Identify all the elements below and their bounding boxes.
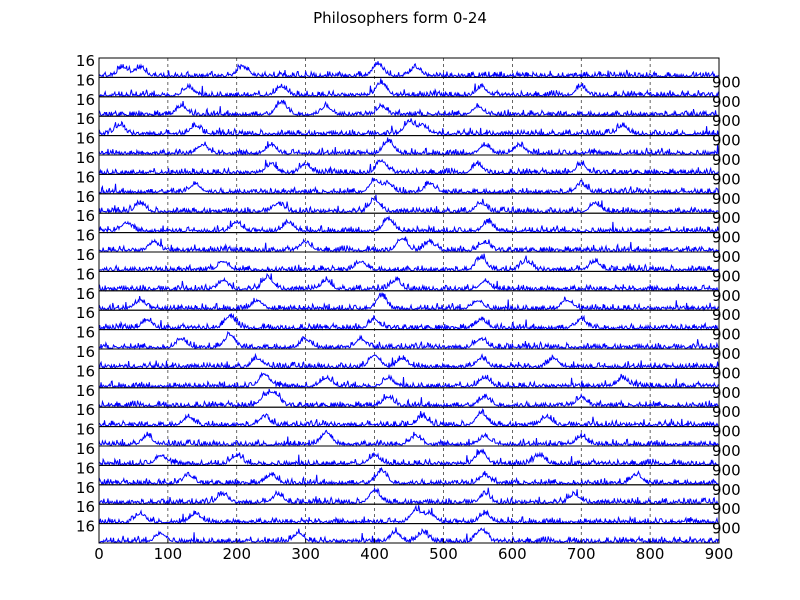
x-axis-ticks: 0 100 200 300 400 500 600 700 800 900 [94, 539, 733, 563]
series-line [98, 177, 719, 196]
right-tick-label: 900 [712, 520, 741, 538]
series-line [98, 371, 719, 390]
series-line [98, 194, 719, 215]
right-tick-label: 900 [712, 132, 741, 150]
right-tick-label: 900 [712, 73, 741, 91]
right-tick-labels: 9009009009009009009009009009009009009009… [712, 73, 741, 537]
left-tick-label: 16 [76, 401, 95, 419]
series-line [98, 158, 719, 176]
x-tick-label: 100 [154, 545, 183, 563]
series-line [98, 352, 719, 370]
right-tick-label: 900 [712, 442, 741, 460]
left-tick-label: 16 [76, 110, 95, 128]
series-line [98, 527, 719, 545]
right-tick-label: 900 [712, 481, 741, 499]
left-tick-label: 16 [76, 91, 95, 109]
panel-frame [98, 406, 720, 428]
left-tick-label: 16 [76, 343, 95, 361]
right-tick-label: 900 [712, 209, 741, 227]
x-tick-label: 200 [222, 545, 251, 563]
left-tick-label: 16 [76, 188, 95, 206]
left-tick-label: 16 [76, 362, 95, 380]
series-line [98, 466, 719, 487]
series-line [98, 292, 719, 312]
right-tick-label: 900 [712, 287, 741, 305]
series-line [98, 118, 719, 137]
right-tick-label: 900 [712, 93, 741, 111]
right-tick-label: 900 [712, 403, 741, 421]
left-tick-label: 16 [76, 149, 95, 167]
series-line [98, 408, 719, 428]
x-tick-label: 800 [636, 545, 665, 563]
series-line [98, 61, 719, 79]
series-line [98, 78, 719, 99]
right-tick-label: 900 [712, 345, 741, 363]
right-tick-label: 900 [712, 500, 741, 518]
x-tick-label: 600 [498, 545, 527, 563]
x-tick-label: 700 [567, 545, 596, 563]
series-line [98, 388, 719, 409]
right-tick-label: 900 [712, 306, 741, 324]
panels [98, 57, 720, 545]
x-tick-label: 0 [94, 545, 104, 563]
left-tick-label: 16 [76, 459, 95, 477]
left-tick-label: 16 [76, 227, 95, 245]
left-tick-label: 16 [76, 518, 95, 536]
x-tick-label: 400 [360, 545, 389, 563]
right-tick-label: 900 [712, 364, 741, 382]
right-tick-label: 900 [712, 423, 741, 441]
left-tick-label: 16 [76, 168, 95, 186]
gridlines [167, 58, 651, 543]
left-tick-label: 16 [76, 207, 95, 225]
left-tick-labels: 1616161616161616161616161616161616161616… [76, 52, 95, 536]
right-tick-label: 900 [712, 151, 741, 169]
left-tick-label: 16 [76, 498, 95, 516]
series-line [98, 236, 719, 254]
left-tick-label: 16 [76, 246, 95, 264]
left-tick-label: 16 [76, 304, 95, 322]
series-line [98, 253, 719, 273]
left-tick-label: 16 [76, 265, 95, 283]
left-tick-label: 16 [76, 285, 95, 303]
series-line [98, 215, 719, 234]
right-tick-label: 900 [712, 267, 741, 285]
right-tick-label: 900 [712, 326, 741, 344]
right-tick-label: 900 [712, 461, 741, 479]
right-tick-label: 900 [712, 229, 741, 247]
x-tick-label: 300 [291, 545, 320, 563]
left-tick-label: 16 [76, 479, 95, 497]
series-line [98, 429, 719, 448]
x-tick-label: 900 [705, 545, 734, 563]
series-line [98, 313, 719, 331]
right-tick-label: 900 [712, 384, 741, 402]
chart-title: Philosophers form 0-24 [313, 9, 487, 27]
series-line [98, 137, 719, 157]
series-line [98, 272, 719, 293]
series-line [98, 504, 719, 525]
left-tick-label: 16 [76, 440, 95, 458]
series-line [99, 486, 719, 506]
panel-frame [98, 523, 720, 544]
series-line [98, 330, 719, 351]
series-line [98, 448, 719, 467]
left-tick-label: 16 [76, 130, 95, 148]
right-tick-label: 900 [712, 112, 741, 130]
left-tick-label: 16 [76, 71, 95, 89]
left-tick-label: 16 [76, 382, 95, 400]
right-tick-label: 900 [712, 248, 741, 266]
left-tick-label: 16 [76, 421, 95, 439]
left-tick-label: 16 [76, 324, 95, 342]
series-line [98, 99, 719, 118]
left-tick-label: 16 [76, 52, 95, 70]
right-tick-label: 900 [712, 170, 741, 188]
x-tick-label: 500 [429, 545, 458, 563]
right-tick-label: 900 [712, 190, 741, 208]
